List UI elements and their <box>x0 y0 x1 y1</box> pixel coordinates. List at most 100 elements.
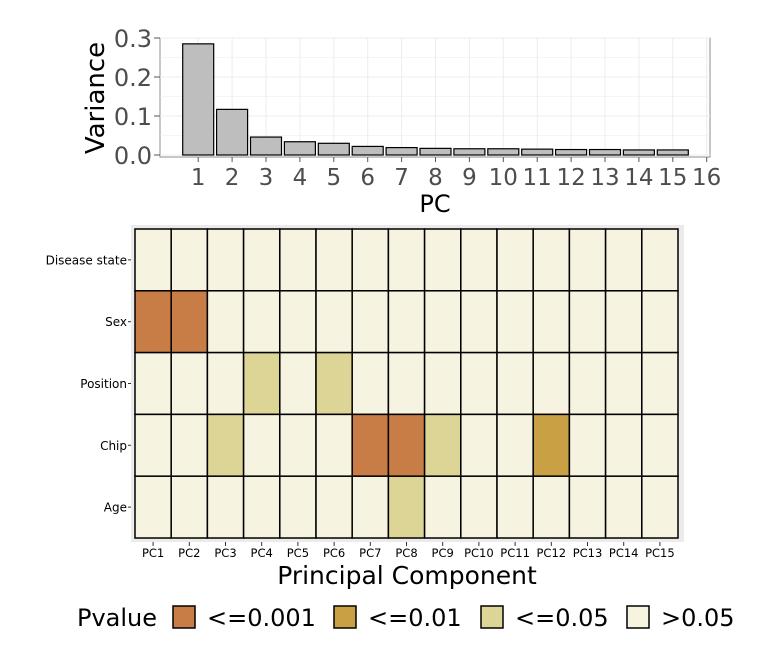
heatmap-cell <box>496 290 534 354</box>
heatmap-cell <box>315 351 353 416</box>
x-tick-label: 10 <box>489 165 518 191</box>
heatmap-cell <box>423 413 462 477</box>
heatmap-cell <box>351 351 390 416</box>
x-tick-label: 5 <box>326 165 341 191</box>
legend-label: <=0.001 <box>207 604 316 632</box>
x-tick-label: 13 <box>590 165 619 191</box>
heatmap-cell <box>206 475 245 539</box>
heatmap-column-label: PC7 <box>359 546 381 560</box>
heatmap-column-label: PC5 <box>287 546 309 560</box>
heatmap-cell <box>604 228 643 292</box>
x-tick-label: 14 <box>624 165 653 191</box>
heatmap-cell <box>170 290 209 354</box>
heatmap-cell <box>242 228 281 292</box>
heatmap-cell <box>641 351 679 416</box>
heatmap-cell <box>315 413 353 477</box>
heatmap-cell <box>496 228 534 292</box>
heatmap-column-label: PC15 <box>645 546 675 560</box>
heatmap-cell <box>423 228 462 292</box>
heatmap-cell <box>423 351 462 416</box>
y-tick-label: 0.0 <box>114 142 152 170</box>
heatmap-cell <box>641 413 679 477</box>
heatmap-cell <box>206 290 245 354</box>
bar-pc4 <box>283 141 316 156</box>
x-tick-label: 12 <box>556 165 585 191</box>
bar-pc14 <box>622 149 656 156</box>
y-tick-label: 0.2 <box>114 64 152 92</box>
heatmap-cell <box>315 475 353 539</box>
heatmap-cell <box>496 413 534 477</box>
heatmap-cell <box>387 351 426 416</box>
x-tick-label: 9 <box>462 165 477 191</box>
heatmap-cell <box>351 413 390 477</box>
legend-title: Pvalue <box>77 604 157 632</box>
x-tick-label: 8 <box>428 165 443 191</box>
heatmap-cell <box>242 475 281 539</box>
heatmap-cell <box>279 228 317 292</box>
heatmap-cell <box>423 290 462 354</box>
heatmap-cell <box>351 228 390 292</box>
heatmap-cell <box>242 351 281 416</box>
heatmap-cell <box>279 290 317 354</box>
heatmap-cell <box>134 290 172 354</box>
heatmap-row-label: Chip <box>100 439 127 453</box>
heatmap-column-label: PC2 <box>178 546 200 560</box>
heatmap-cell <box>134 351 172 416</box>
heatmap-column-label: PC9 <box>432 546 454 560</box>
heatmap-row-labels: Disease state Sex Position Chip Age <box>46 253 131 515</box>
heatmap-row-label: Disease state <box>46 253 127 267</box>
heatmap-cell <box>134 475 172 539</box>
legend-key <box>480 605 504 629</box>
heatmap-cell <box>460 228 498 292</box>
legend-key <box>172 605 196 629</box>
heatmap-cell <box>206 351 245 416</box>
x-tick-label: 6 <box>360 165 375 191</box>
x-tick-label: 2 <box>225 165 240 191</box>
legend-label: >0.05 <box>661 604 735 632</box>
bar-pc12 <box>554 148 588 156</box>
heatmap-cell <box>387 413 426 477</box>
heatmap-cell <box>496 475 534 539</box>
legend-label: <=0.05 <box>515 604 609 632</box>
heatmap-cell <box>641 475 679 539</box>
heatmap-column-label: PC3 <box>214 546 236 560</box>
bar-pc5 <box>317 142 350 156</box>
heatmap-cells <box>134 228 679 539</box>
heatmap-cell <box>604 290 643 354</box>
heatmap-column-label: PC11 <box>500 546 530 560</box>
heatmap-column-label: PC8 <box>395 546 417 560</box>
heatmap-cell <box>387 290 426 354</box>
y-tick-label: 0.3 <box>114 25 152 53</box>
x-tick-label: 7 <box>394 165 409 191</box>
heatmap-cell <box>568 413 607 477</box>
heatmap-cell <box>532 228 571 292</box>
x-tick-label: 16 <box>692 165 721 191</box>
heatmap-column-label: PC10 <box>464 546 494 560</box>
heatmap-cell <box>604 475 643 539</box>
heatmap-cell <box>532 351 571 416</box>
bar-pc15 <box>656 149 689 156</box>
heatmap-cell <box>351 475 390 539</box>
bar-y-axis: 0.0 0.1 0.2 0.3 <box>114 25 160 170</box>
bar-pc10 <box>487 148 520 156</box>
heatmap-cell <box>532 475 571 539</box>
bar-series <box>182 43 689 156</box>
heatmap-cell <box>568 290 607 354</box>
heatmap-cell <box>423 475 462 539</box>
x-tick-label: 1 <box>191 165 206 191</box>
legend-label: <=0.01 <box>368 604 462 632</box>
heatmap-cell <box>279 351 317 416</box>
bar-pc9 <box>453 148 486 156</box>
heatmap-cell <box>568 351 607 416</box>
heatmap-column-label: PC6 <box>323 546 345 560</box>
heatmap-cell <box>641 228 679 292</box>
heatmap-cell <box>532 290 571 354</box>
y-tick-label: 0.1 <box>114 103 152 131</box>
bar-pc6 <box>351 145 384 156</box>
heatmap-column-label: PC13 <box>573 546 603 560</box>
heatmap-column-label: PC14 <box>609 546 639 560</box>
heatmap-cell <box>460 413 498 477</box>
heatmap-cell <box>604 351 643 416</box>
